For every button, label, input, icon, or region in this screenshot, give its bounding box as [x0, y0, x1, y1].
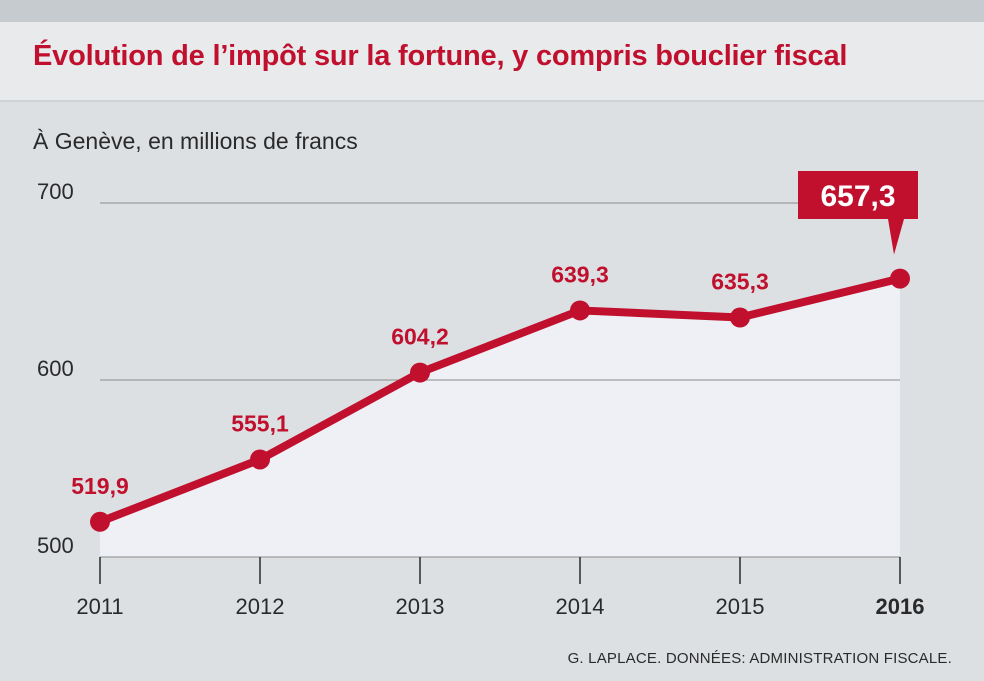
y-tick-label: 700 — [37, 179, 74, 204]
x-tick-label: 2013 — [396, 594, 445, 619]
data-label: 639,3 — [551, 261, 609, 287]
x-tick-label: 2012 — [236, 594, 285, 619]
data-label: 657,3 — [820, 180, 895, 213]
data-point — [250, 449, 270, 470]
y-tick-label: 600 — [37, 356, 74, 381]
data-label: 604,2 — [391, 324, 449, 350]
x-tick-label: 2015 — [716, 594, 765, 619]
data-point — [730, 307, 750, 328]
data-label: 519,9 — [71, 473, 129, 499]
top-bar — [0, 0, 984, 22]
data-point — [410, 362, 430, 383]
x-tick-label: 2016 — [876, 594, 925, 619]
source-credit: G. LAPLACE. DONNÉES: ADMINISTRATION FISC… — [567, 650, 952, 667]
title-banner — [0, 22, 984, 102]
y-tick-label: 500 — [37, 533, 74, 558]
data-point — [90, 511, 110, 532]
chart-title: Évolution de l’impôt sur la fortune, y c… — [33, 40, 848, 72]
data-label: 555,1 — [231, 410, 289, 436]
data-point — [570, 300, 590, 321]
series-line — [96, 274, 904, 526]
data-label: 635,3 — [711, 269, 769, 295]
x-tick-label: 2011 — [76, 594, 123, 619]
data-point — [890, 268, 910, 289]
chart-subtitle: À Genève, en millions de francs — [33, 128, 358, 154]
area-fill — [100, 278, 900, 557]
x-tick-label: 2014 — [556, 594, 605, 619]
callout-box — [798, 171, 918, 255]
